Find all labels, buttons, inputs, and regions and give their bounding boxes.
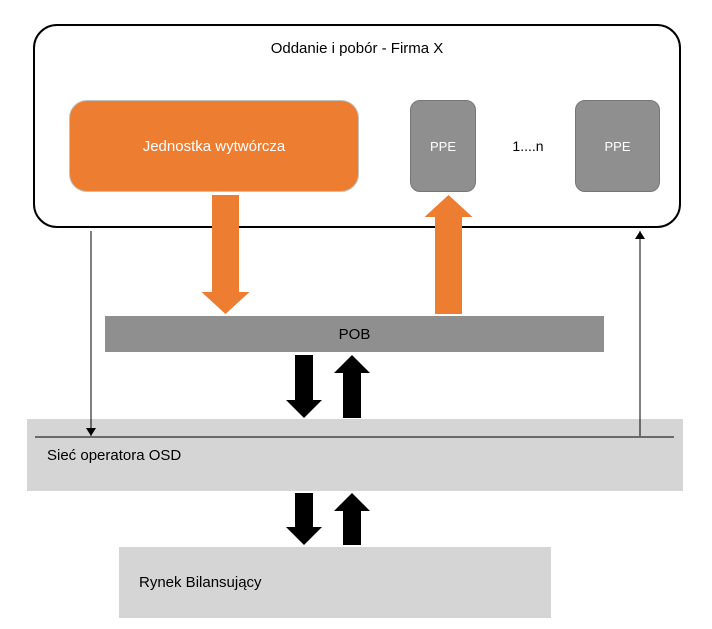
ppe-node-1: PPE: [410, 100, 476, 192]
outer-label: Oddanie i pobór - Firma X: [271, 40, 444, 57]
range-label: 1....n: [498, 100, 558, 192]
ppe2-label: PPE: [604, 139, 630, 154]
generation-unit-label: Jednostka wytwórcza: [143, 138, 286, 155]
pob-label: POB: [339, 326, 371, 343]
osd-network-node: Sieć operatora OSD: [27, 419, 683, 491]
osd-label: Sieć operatora OSD: [47, 447, 181, 464]
ppe-node-n: PPE: [575, 100, 660, 192]
ppe1-label: PPE: [430, 139, 456, 154]
rb-label: Rynek Bilansujący: [139, 574, 262, 591]
pob-node: POB: [105, 316, 604, 352]
generation-unit-node: Jednostka wytwórcza: [69, 100, 359, 192]
balancing-market-node: Rynek Bilansujący: [119, 547, 551, 618]
range-text: 1....n: [512, 138, 543, 154]
